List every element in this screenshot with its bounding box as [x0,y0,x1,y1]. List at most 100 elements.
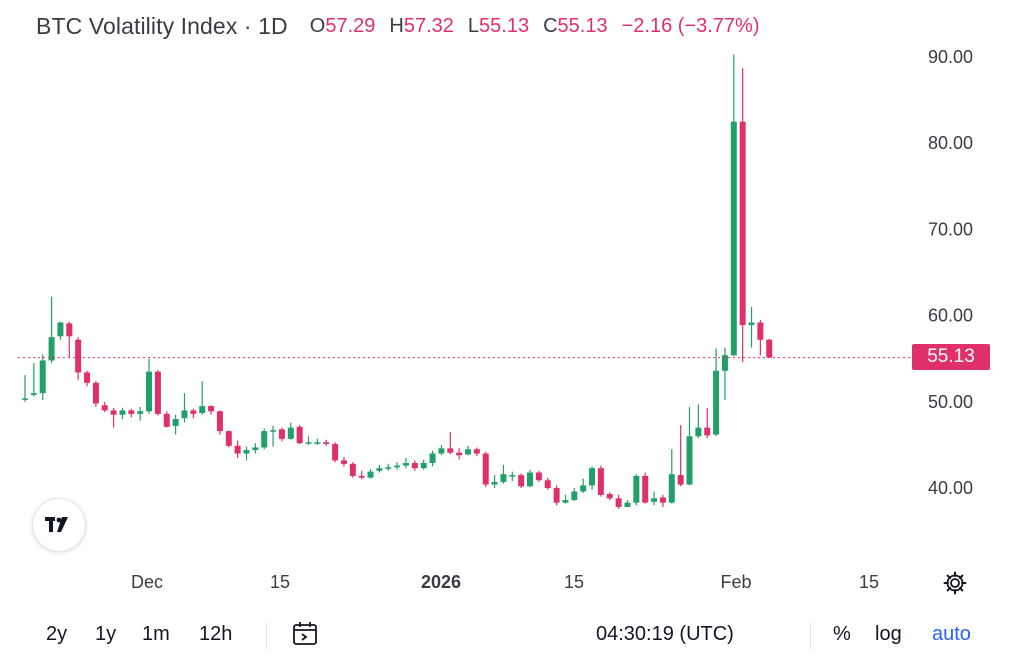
candle [624,500,631,507]
candle-body [651,498,658,502]
candle-body [243,450,250,454]
candle [305,436,312,445]
candle [137,406,144,421]
candle-body [677,475,684,485]
candle-body [730,121,737,356]
candle-body [190,410,197,414]
candle [287,422,294,440]
candle-body [659,497,666,503]
gear-icon[interactable] [940,568,970,598]
candle-body [57,322,64,337]
tradingview-logo-icon[interactable] [32,498,86,552]
candle [385,463,392,471]
candle [465,445,471,456]
candle [597,465,604,497]
candle-body [553,488,560,503]
high-label: H [389,14,404,37]
ohlc-legend: O 57.29 H 57.32 L 55.13 C 55.13 −2.16 (−… [310,15,768,38]
candle [66,321,73,358]
calendar-range-icon[interactable] [292,621,320,653]
range-1y-button[interactable]: 1y [95,623,117,645]
candle [101,401,108,413]
candle [154,369,161,416]
candle-body [208,406,215,412]
candle-body [30,393,37,395]
candle-body [748,322,755,326]
candle-body [394,465,401,468]
candle-body [128,410,135,414]
candle [535,470,542,482]
candle [766,338,773,358]
candle-body [429,453,436,464]
candle [349,462,356,478]
candle [376,464,383,473]
candle-body [278,429,285,439]
candle [358,470,365,480]
candle-body [163,413,170,427]
candle [110,407,117,428]
candle-body [270,430,277,432]
candle-body [119,410,126,415]
auto-scale-button[interactable]: auto [932,623,971,645]
bottom-toolbar: 2y 1y 1m 12h 04:30:19 (UTC) % log auto [0,613,1024,659]
range-12h-button[interactable]: 12h [199,623,233,645]
candle [402,457,409,469]
candle [57,321,64,340]
candle [677,425,684,487]
candle [190,408,197,419]
y-tick-label: 60.00 [928,306,973,326]
candle [686,406,693,486]
candle-body [438,448,445,454]
candle [128,408,135,418]
candle [721,347,728,401]
candle-body [234,445,241,454]
candle [146,358,153,414]
candle [491,475,498,488]
candle [314,438,321,445]
close-label: C [543,14,558,37]
candle-body [473,449,480,454]
candle [225,430,232,448]
candle [642,472,649,504]
candle [208,405,215,415]
log-scale-button[interactable]: log [875,623,902,645]
candle-body [84,372,91,383]
candle-body [535,472,542,481]
candle [571,488,578,501]
candle-body [367,471,374,478]
candle [447,431,454,455]
open-label: O [309,14,326,37]
percent-scale-button[interactable]: % [833,623,851,645]
toolbar-divider [810,623,811,649]
candle-body [110,410,117,415]
candle [22,375,28,402]
candle-body [695,427,702,437]
change-value: −2.16 (−3.77%) [621,14,760,37]
x-tick-label: 15 [859,572,879,592]
candle-body [597,468,604,495]
candle-body [571,491,578,501]
symbol-title[interactable]: BTC Volatility Index · 1D [36,12,288,39]
candle-body [668,474,675,503]
candle-body [39,360,46,394]
candle [606,492,613,501]
candle-body [48,337,55,361]
candle-body [721,355,728,371]
candle [527,469,534,488]
candle-body [216,411,223,432]
candle [172,414,179,435]
candle [500,464,507,484]
candlestick-chart[interactable]: 40.00 50.00 60.00 70.00 80.00 90.00 Dec 15 2026… [0,0,1024,612]
candle [544,477,551,490]
candle-body [137,411,144,414]
candle [394,462,401,470]
range-2y-button[interactable]: 2y [46,623,68,645]
candle-body [615,498,622,507]
candle [234,440,241,458]
range-1m-button[interactable]: 1m [142,623,170,645]
candle-body [92,382,99,404]
candle-body [500,474,507,482]
candle-body [606,494,613,499]
candle-body [411,463,418,469]
utc-clock[interactable]: 04:30:19 (UTC) [596,623,734,645]
